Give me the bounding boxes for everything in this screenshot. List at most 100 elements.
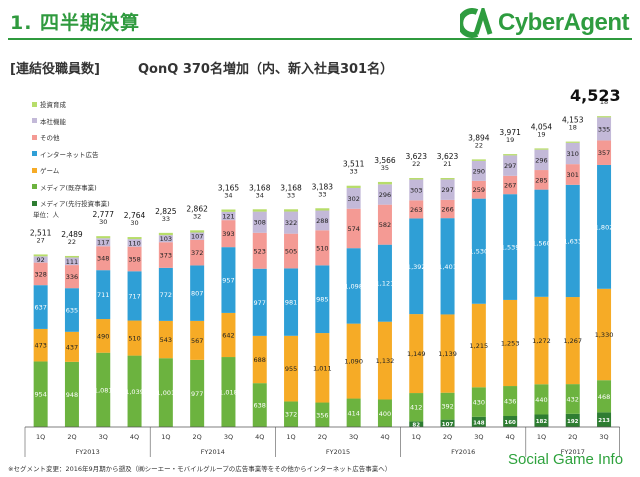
bar-segment-ゲーム	[96, 319, 111, 353]
bar-segment-メディア既存事業	[440, 392, 455, 420]
bar-segment-メディア既存事業	[471, 387, 486, 417]
bar-segment-本社機能	[534, 149, 549, 171]
bar-segment-投資育成	[127, 237, 142, 240]
bar-segment-本社機能	[158, 235, 173, 243]
total-label: 3,168	[249, 183, 271, 192]
value-label-投資育成: 18	[600, 98, 608, 106]
value-label-メディア既存事業: 436	[504, 398, 516, 406]
value-label-インターネット広告: 1,121	[376, 280, 395, 288]
value-label-インターネット広告: 1,530	[470, 248, 489, 256]
bar-segment-ゲーム	[315, 333, 330, 403]
legend-swatch	[32, 167, 37, 173]
value-label-ゲーム: 1,215	[470, 342, 489, 350]
value-label-メディア既存事業: 356	[316, 411, 328, 419]
value-label-メディア既存事業: 1,018	[219, 389, 238, 397]
x-tick-label: 4Q	[380, 433, 389, 441]
value-label-メディア既存事業: 392	[441, 403, 453, 411]
value-label-メディア既存事業: 954	[34, 391, 46, 399]
bar-segment-本社機能	[284, 211, 299, 234]
value-label-ゲーム: 1,330	[595, 331, 614, 339]
bar-segment-投資育成	[503, 154, 518, 156]
bar-segment-投資育成	[440, 178, 455, 180]
value-label-メディア既存事業: 977	[191, 390, 203, 398]
value-label-メディア先行投資事業: 148	[473, 420, 485, 426]
bar-segment-その他	[565, 164, 580, 185]
value-label-ゲーム: 543	[160, 336, 172, 344]
value-label-その他: 266	[441, 206, 453, 214]
value-label-投資育成: 22	[475, 141, 483, 149]
bar-segment-ゲーム	[158, 320, 173, 359]
value-label-本社機能: 297	[441, 186, 453, 194]
bar-segment-ゲーム	[377, 321, 392, 400]
bar-segment-その他	[346, 208, 361, 249]
value-label-ゲーム: 1,132	[376, 357, 395, 365]
bar-segment-その他	[96, 246, 111, 271]
value-label-インターネット広告: 807	[191, 290, 203, 298]
bar-segment-メディア既存事業	[158, 358, 173, 427]
bar-segment-その他	[33, 262, 48, 286]
value-label-投資育成: 33	[287, 191, 295, 199]
bar-segment-投資育成	[565, 141, 580, 143]
section-label: [連結役職員数]	[10, 62, 100, 77]
legend-label: その他	[40, 134, 60, 143]
bar-segment-インターネット広告	[565, 184, 580, 298]
bar-segment-インターネット広告	[252, 268, 267, 336]
value-label-本社機能: 103	[160, 235, 172, 243]
x-tick-label: 2Q	[443, 433, 452, 441]
bar-segment-インターネット広告	[64, 288, 79, 332]
bar-segment-メディア既存事業	[221, 357, 236, 427]
bar-segment-その他	[503, 175, 518, 195]
bar-segment-投資育成	[471, 159, 486, 161]
bar-segment-インターネット広告	[597, 164, 612, 289]
bar-segment-メディア既存事業	[377, 399, 392, 427]
bar-segment-本社機能	[409, 179, 424, 201]
title-divider	[8, 38, 632, 40]
bar-segment-インターネット広告	[346, 248, 361, 324]
legend-label: メディア(先行投資事業)	[40, 200, 110, 209]
bar-segment-本社機能	[33, 256, 48, 263]
fiscal-year-label: FY2017	[561, 448, 585, 456]
bar-segment-メディア先行投資事業	[409, 421, 424, 427]
value-label-その他: 358	[128, 255, 140, 263]
value-label-その他: 505	[285, 248, 297, 256]
bar-segment-ゲーム	[471, 303, 486, 388]
bar-segment-投資育成	[597, 116, 612, 118]
value-label-投資育成: 30	[99, 218, 107, 226]
x-tick-label: 2Q	[193, 433, 202, 441]
bar-segment-その他	[221, 220, 236, 248]
legend-label: 投資育成	[40, 101, 66, 110]
bar-segment-投資育成	[284, 209, 299, 212]
value-label-インターネット広告: 1,560	[532, 240, 551, 248]
value-label-投資育成: 27	[37, 236, 45, 244]
bar-segment-その他	[597, 140, 612, 165]
total-label: 2,489	[61, 230, 83, 239]
value-label-その他: 393	[222, 230, 234, 238]
x-tick-label: 3Q	[99, 433, 108, 441]
bar-segment-投資育成	[190, 230, 205, 233]
bar-segment-メディア先行投資事業	[534, 414, 549, 427]
bar-segment-メディア既存事業	[190, 359, 205, 427]
legend-item: その他	[32, 129, 110, 146]
bar-segment-その他	[127, 246, 142, 272]
value-label-投資育成: 19	[506, 136, 514, 144]
value-label-投資育成: 32	[193, 212, 201, 220]
bar-segment-メディア既存事業	[534, 384, 549, 415]
total-label: 3,623	[437, 152, 459, 161]
total-label: 3,894	[468, 133, 490, 142]
bar-segment-本社機能	[503, 155, 518, 176]
bar-segment-インターネット広告	[127, 271, 142, 321]
value-label-その他: 510	[316, 244, 328, 252]
bar-segment-本社機能	[96, 238, 111, 247]
total-label: 3,511	[343, 160, 365, 169]
value-label-メディア既存事業: 638	[254, 402, 266, 410]
value-label-投資育成: 22	[412, 160, 420, 168]
value-label-メディア既存事業: 430	[473, 399, 485, 407]
value-label-メディア先行投資事業: 160	[504, 420, 516, 426]
unit-note: 単位：人	[33, 211, 59, 219]
value-label-インターネット広告: 635	[66, 306, 78, 314]
bar-segment-メディア既存事業	[503, 386, 518, 417]
value-label-本社機能: 297	[504, 162, 516, 170]
bar-segment-ゲーム	[534, 296, 549, 385]
bar-segment-本社機能	[597, 117, 612, 141]
